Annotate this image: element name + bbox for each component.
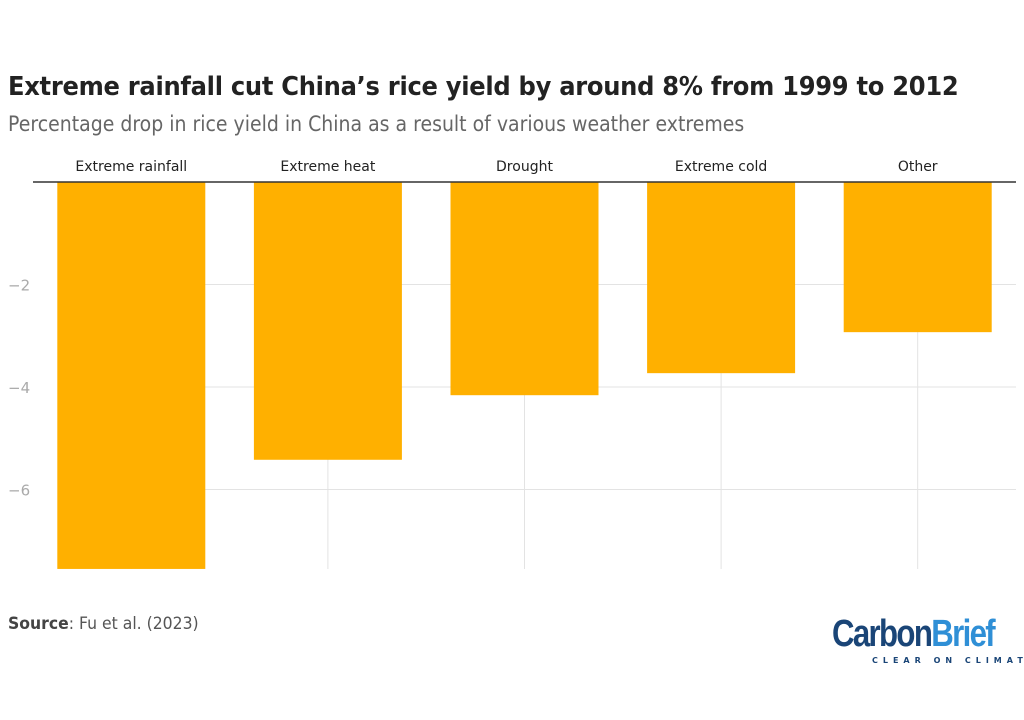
logo-tagline: CLEAR ON CLIMATE	[872, 656, 1024, 665]
source-note: Source: Fu et al. (2023)	[8, 614, 199, 634]
bar-extreme-rainfall	[57, 182, 206, 569]
source-text: : Fu et al. (2023)	[68, 614, 199, 634]
category-label: Extreme heat	[280, 159, 375, 175]
category-label: Extreme cold	[675, 159, 767, 175]
bar-other	[843, 182, 992, 333]
y-tick-label: −2	[8, 277, 30, 295]
chart-subtitle: Percentage drop in rice yield in China a…	[8, 112, 745, 136]
y-tick-label: −6	[8, 482, 30, 500]
bar-extreme-heat	[253, 182, 402, 460]
category-label: Drought	[496, 159, 553, 175]
chart-title: Extreme rainfall cut China’s rice yield …	[8, 72, 959, 102]
category-label: Extreme rainfall	[75, 159, 187, 175]
logo-part2: Brief	[931, 613, 995, 655]
logo-part1: Carbon	[832, 613, 933, 655]
category-label: Other	[898, 159, 938, 175]
carbonbrief-logo: CarbonBrief CLEAR ON CLIMATE	[832, 613, 1024, 668]
bar-extreme-cold	[647, 182, 796, 374]
bar-chart: −2 −4 −6 Extreme rainfall Extreme heat Drough…	[8, 159, 1016, 569]
y-tick-label: −4	[8, 379, 30, 397]
bar-drought	[450, 182, 599, 396]
source-label: Source	[8, 614, 69, 634]
